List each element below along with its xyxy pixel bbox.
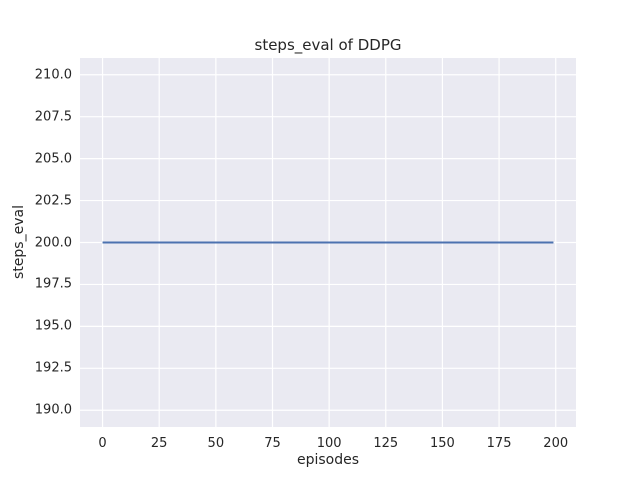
plot-area <box>80 58 576 427</box>
x-tick-label: 50 <box>207 436 225 451</box>
x-tick-label: 175 <box>486 436 512 451</box>
x-tick-label: 25 <box>150 436 168 451</box>
y-tick-label: 190.0 <box>34 402 72 418</box>
x-tick-label: 200 <box>543 436 569 451</box>
chart-title: steps_eval of DDPG <box>254 36 402 54</box>
y-axis-label: steps_eval <box>11 205 27 279</box>
x-axis-label: episodes <box>296 452 360 468</box>
y-tick-label: 195.0 <box>34 318 72 334</box>
y-tick-label: 202.5 <box>34 193 72 209</box>
x-tick-label: 100 <box>316 436 342 451</box>
y-tick-label: 210.0 <box>34 67 72 83</box>
x-tick-label: 125 <box>373 436 399 451</box>
y-tick-label: 200.0 <box>34 235 72 250</box>
x-tick-label: 75 <box>264 436 281 451</box>
plot-canvas <box>80 58 576 427</box>
y-tick-label: 192.5 <box>34 360 72 376</box>
x-tick-label: 150 <box>430 436 455 451</box>
y-tick-label: 207.5 <box>34 109 72 125</box>
y-tick-label: 197.5 <box>34 276 72 292</box>
y-tick-label: 205.0 <box>34 151 72 167</box>
x-tick-label: 0 <box>98 436 107 451</box>
